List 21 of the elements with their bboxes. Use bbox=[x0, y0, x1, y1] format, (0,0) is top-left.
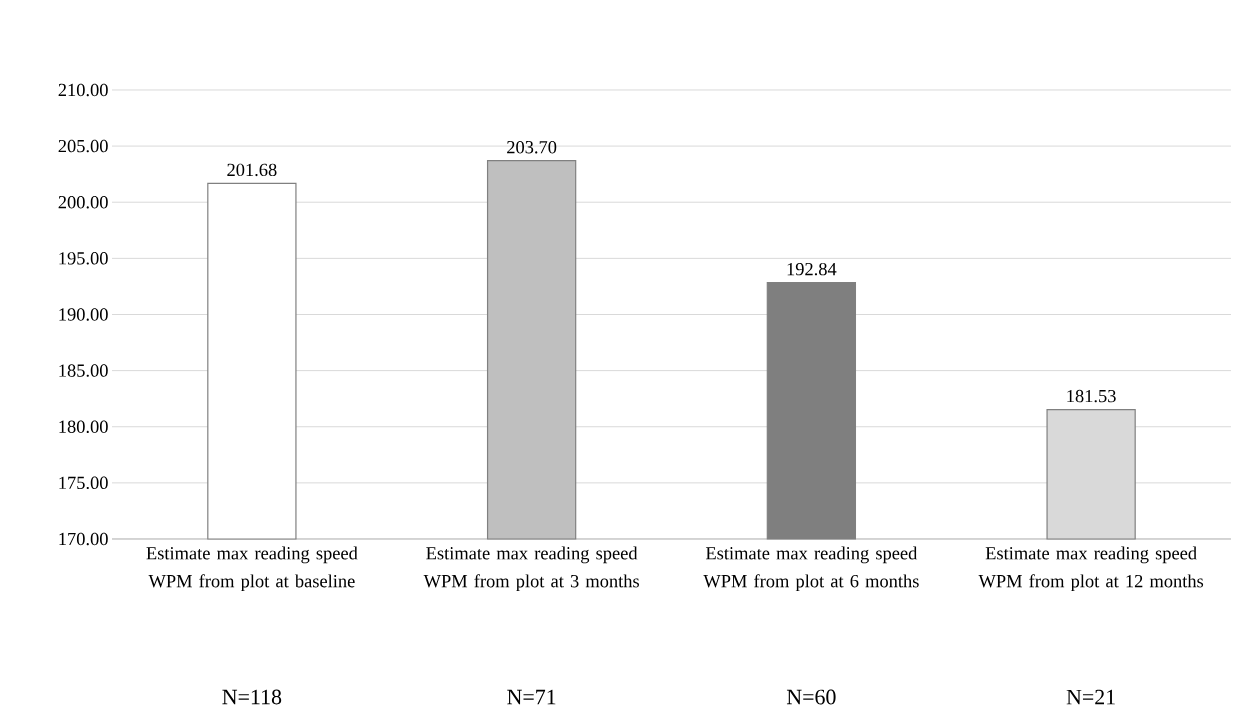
y-tick-label: 210.00 bbox=[58, 83, 108, 97]
y-tick-label: 200.00 bbox=[58, 195, 108, 209]
y-tick-label: 185.00 bbox=[59, 364, 108, 377]
text: N=21 bbox=[1066, 689, 1115, 705]
x-tick-label: Estimate max reading speed WPM from plot at baseline bbox=[146, 546, 358, 592]
text: N=71 bbox=[507, 689, 556, 705]
y-tick-label: 180.00 bbox=[59, 420, 108, 433]
x-tick-label: Estimate max reading speed WPM from plot at 6 months bbox=[703, 546, 919, 592]
y-tick-label: 170.00 bbox=[59, 532, 108, 546]
x-tick-label: Estimate max reading speed WPM from plot at 3 months bbox=[423, 546, 639, 592]
text: N=60 bbox=[786, 689, 836, 705]
data-label: 203.70 bbox=[507, 140, 557, 154]
y-tick-label: 195.00 bbox=[59, 252, 108, 265]
text: N=118 bbox=[222, 689, 282, 705]
data-label: 181.53 bbox=[1067, 389, 1116, 403]
x-tick-label: Estimate max reading speed WPM from plot at 12 months bbox=[978, 546, 1204, 592]
y-tick-label: 175.00 bbox=[59, 476, 108, 490]
data-label: 192.84 bbox=[787, 262, 837, 276]
y-tick-label: 205.00 bbox=[58, 139, 108, 153]
y-tick-label: 190.00 bbox=[59, 308, 108, 321]
data-label: 201.68 bbox=[227, 163, 277, 177]
